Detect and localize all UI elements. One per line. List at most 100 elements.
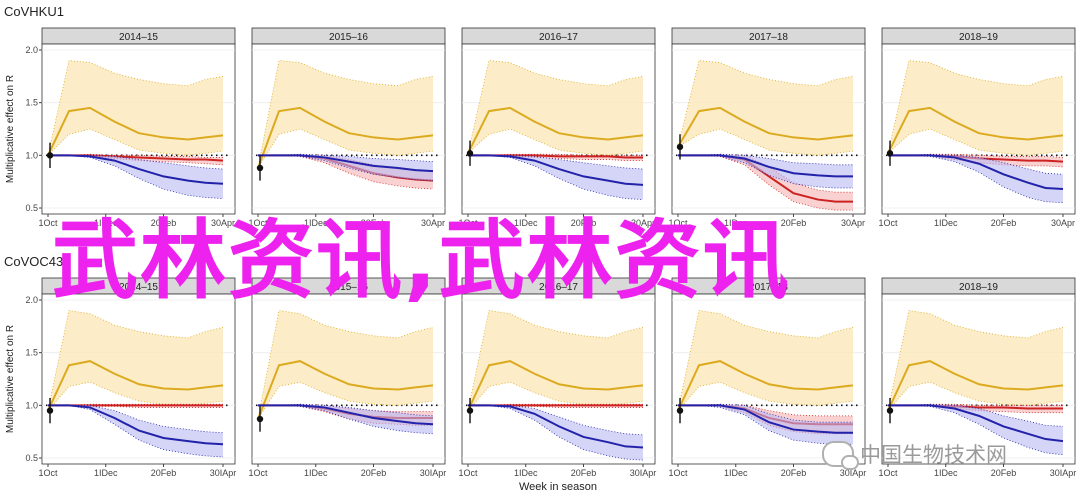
panel-title: 2017–18 — [749, 32, 788, 43]
x-tick-label: 1IDec — [514, 468, 538, 478]
panel-0: 2014–15 1Oct 1IDec 20Feb 30Apr — [38, 27, 236, 228]
x-tick-label: 20Feb — [781, 468, 807, 478]
x-tick-label: 1IDec — [94, 468, 118, 478]
series-band-0 — [678, 60, 853, 156]
x-tick-label: 1Oct — [458, 468, 478, 478]
x-tick-label: 30IApr — [630, 468, 657, 478]
series-line-2 — [678, 404, 853, 434]
series-line-0 — [257, 106, 434, 169]
x-tick-label: 20Feb — [571, 468, 597, 478]
start-point — [886, 407, 894, 414]
series-band-1 — [678, 154, 853, 211]
x-tick-label: 1Oct — [458, 218, 478, 228]
series-band-2 — [888, 404, 1063, 455]
series-lower-0 — [677, 381, 854, 411]
panel-title: 2018–19 — [959, 282, 998, 293]
start-point — [46, 152, 54, 159]
chat-bubbles-icon — [822, 441, 859, 470]
series-lower-2 — [48, 154, 224, 199]
panel-title: 2016–17 — [539, 282, 578, 293]
panel-title: 2015–16 — [329, 282, 368, 293]
y-tick-label: 0.5 — [25, 203, 38, 213]
y-axis-label: Multiplicative effect on R — [5, 75, 16, 183]
x-tick-label: 1Oct — [38, 468, 58, 478]
panel-title: 2016–17 — [539, 32, 578, 43]
x-tick-label: 1IDec — [724, 218, 748, 228]
x-tick-label: 30Apr — [841, 218, 865, 228]
series-band-0 — [258, 310, 433, 420]
series-band-0 — [468, 60, 643, 156]
series-lower-0 — [467, 381, 644, 411]
x-tick-label: 1Oct — [38, 218, 58, 228]
chart-1: CoVOC43 Multiplicative effect on R 0.5 1.0 1… — [4, 254, 1076, 493]
x-tick-label: 1IDec — [94, 218, 118, 228]
series-band-2 — [468, 155, 643, 200]
series-band-0 — [258, 60, 433, 168]
series-line-2 — [468, 154, 644, 186]
series-lower-2 — [888, 154, 1064, 204]
series-band-2 — [678, 404, 853, 445]
y-tick-label: 2.0 — [25, 45, 38, 55]
y-tick-label: 2.0 — [25, 295, 38, 305]
series-line-2 — [258, 404, 434, 426]
series-band-0 — [48, 60, 223, 156]
panel-2: 2016–17 1Oct 1IDec 20Feb 30IApr — [458, 277, 657, 478]
x-tick-label: 1Oct — [878, 468, 898, 478]
panel-4: 2018–19 1Oct 1IDec 20Feb 30IApr — [878, 277, 1077, 478]
overlay-text: 武林资讯,武林资讯 — [52, 211, 791, 311]
series-line-2 — [468, 404, 644, 449]
series-band-2 — [258, 404, 433, 434]
x-tick-label: 20Feb — [151, 468, 177, 478]
start-point — [256, 415, 264, 423]
series-line-2 — [258, 154, 434, 173]
x-tick-label: 30Apr — [421, 218, 445, 228]
x-tick-label: 1IDec — [514, 218, 538, 228]
series-line-2 — [888, 404, 1064, 443]
watermark-text: 中国生物技术网 — [860, 443, 1007, 467]
panel-3: 2017–18 1Oct 1IDec 20Feb 30Apr — [668, 27, 866, 228]
series-band-2 — [48, 155, 223, 199]
panel-title: 2018–19 — [959, 32, 998, 43]
series-lower-0 — [677, 128, 854, 156]
series-line-0 — [677, 360, 854, 412]
series-line-0 — [887, 360, 1064, 412]
start-point — [676, 407, 684, 414]
watermark: 中国生物技术网 — [822, 438, 1062, 470]
start-point — [886, 150, 894, 157]
x-tick-label: 1Oct — [248, 218, 268, 228]
series-line-2 — [888, 154, 1064, 191]
x-tick-label: 20Feb — [781, 218, 807, 228]
x-tick-label: 30Apr — [631, 218, 655, 228]
series-upper-2 — [888, 153, 1064, 175]
x-tick-label: 1IDec — [934, 468, 958, 478]
panel-1: 2015–16 1Oct 1IDec 20Feb 30Apr — [248, 27, 446, 228]
series-band-0 — [678, 310, 853, 411]
x-tick-label: 1Oct — [248, 468, 268, 478]
x-tick-label: 30IApr — [420, 468, 447, 478]
start-point — [256, 164, 264, 172]
series-upper-2 — [888, 403, 1064, 427]
series-lower-2 — [468, 154, 644, 200]
panel-title: 2014–15 — [119, 282, 158, 293]
panel-1: 2015–16 1Oct 1IDec 20Feb 30IApr — [248, 277, 447, 478]
chart-title: CoVHKU1 — [4, 4, 64, 19]
series-band-0 — [468, 310, 643, 411]
x-tick-label: 20Feb — [991, 218, 1017, 228]
y-tick-label: 0.5 — [25, 453, 38, 463]
x-tick-label: 1Oct — [878, 218, 898, 228]
x-tick-label: 20Feb — [151, 218, 177, 228]
series-upper-0 — [887, 310, 1064, 411]
series-lower-0 — [257, 128, 434, 169]
series-lower-0 — [47, 381, 224, 411]
series-line-2 — [48, 154, 224, 185]
y-tick-label: 1.0 — [25, 400, 38, 410]
series-line-2 — [48, 404, 224, 446]
y-tick-label: 1.5 — [25, 348, 38, 358]
series-upper-0 — [887, 60, 1064, 154]
x-tick-label: 20Feb — [991, 468, 1017, 478]
series-band-2 — [468, 405, 643, 461]
series-band-2 — [48, 405, 223, 457]
x-tick-label: 1IDec — [304, 218, 328, 228]
x-tick-label: 30IApr — [1050, 468, 1077, 478]
